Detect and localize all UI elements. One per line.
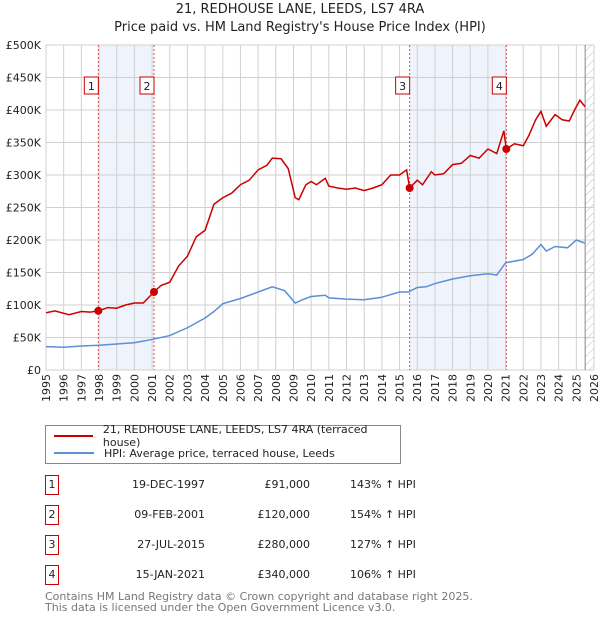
sale-num: 3 — [45, 535, 59, 555]
sale-hpi: 106% ↑ HPI — [350, 568, 416, 581]
sale-date: 15-JAN-2021 — [135, 568, 205, 581]
sale-label: 2 — [144, 80, 151, 93]
x-tick-label: 2008 — [270, 374, 283, 402]
x-tick-label: 2005 — [217, 374, 230, 402]
sale-point — [150, 288, 159, 296]
legend-swatch — [54, 452, 94, 454]
chart-title: 21, REDHOUSE LANE, LEEDS, LS7 4RA — [175, 2, 425, 17]
sale-point — [94, 306, 103, 315]
chart-subtitle: Price paid vs. HM Land Registry's House … — [114, 20, 486, 35]
sale-label-box — [139, 76, 155, 95]
y-tick-label: £150K — [6, 267, 42, 280]
x-tick-label: 1998 — [93, 374, 106, 402]
x-tick-label: 2015 — [394, 374, 407, 402]
x-tick-label: 2010 — [305, 374, 318, 402]
sale-num: 1 — [45, 475, 59, 495]
x-tick-label: 2014 — [376, 374, 389, 402]
x-tick-label: 2025 — [570, 374, 583, 402]
x-tick-label: 2026 — [588, 374, 600, 402]
x-tick-label: 2024 — [553, 374, 566, 402]
x-tick-label: 2011 — [323, 374, 336, 402]
x-tick-label: 2016 — [411, 374, 424, 402]
x-tick-label: 2002 — [164, 374, 177, 402]
legend-swatch — [54, 435, 93, 437]
sale-hpi: 143% ↑ HPI — [350, 478, 416, 491]
sale-price: £91,000 — [264, 478, 311, 491]
x-tick-label: 2006 — [234, 374, 247, 402]
sale-point — [405, 184, 414, 192]
series-line-hpi — [45, 239, 586, 349]
x-tick-label: 2019 — [464, 374, 477, 402]
sale-label: 1 — [88, 80, 95, 93]
sale-point — [502, 145, 511, 153]
x-tick-label: 2004 — [199, 374, 212, 402]
sale-label-box — [491, 76, 507, 95]
x-tick-label: 2020 — [482, 374, 495, 402]
y-tick-label: £0 — [27, 364, 41, 377]
price-chart: 1995 1996 1997 1998 1999 2000 2001 2002 2003 2004… — [6, 39, 600, 402]
sale-num: 4 — [45, 565, 59, 585]
x-tick-label: 2021 — [500, 374, 513, 402]
series-line-property — [45, 98, 586, 316]
x-tick-label: 2003 — [181, 374, 194, 402]
y-tick-label: £350K — [6, 137, 42, 150]
sale-price: £120,000 — [257, 508, 311, 521]
sale-price: £280,000 — [257, 538, 311, 551]
x-tick-label: 1996 — [58, 374, 71, 402]
sale-date: 09-FEB-2001 — [134, 508, 205, 521]
x-tick-label: 2007 — [252, 374, 265, 402]
legend-item-hpi: HPI: Average price, terraced house, Leed… — [54, 445, 335, 461]
x-tick-label: 1995 — [40, 374, 53, 402]
x-tick-label: 2018 — [447, 374, 460, 402]
footer-line1: Contains HM Land Registry data © Crown c… — [45, 590, 473, 603]
y-tick-label: £250K — [6, 202, 42, 215]
x-tick-label: 1999 — [111, 374, 124, 402]
legend: 21, REDHOUSE LANE, LEEDS, LS7 4RA (terra… — [45, 423, 401, 464]
y-tick-label: £400K — [6, 104, 42, 117]
footer-line2: This data is licensed under the Open Gov… — [45, 601, 396, 614]
x-tick-label: 2009 — [287, 374, 300, 402]
x-tick-label: 2023 — [535, 374, 548, 402]
sale-date: 19-DEC-1997 — [131, 478, 205, 491]
sale-label: 4 — [496, 80, 503, 93]
x-tick-label: 2022 — [517, 374, 530, 402]
sale-price: £340,000 — [257, 568, 311, 581]
x-tick-label: 2017 — [429, 374, 442, 402]
y-tick-label: £50K — [13, 332, 42, 345]
legend-item-property: 21, REDHOUSE LANE, LEEDS, LS7 4RA (terra… — [54, 423, 400, 449]
y-tick-label: £500K — [6, 39, 42, 52]
y-tick-label: £100K — [6, 299, 42, 312]
sale-hpi: 127% ↑ HPI — [350, 538, 416, 551]
sale-date: 27-JUL-2015 — [137, 538, 205, 551]
y-tick-label: £450K — [6, 72, 42, 85]
legend-label: 21, REDHOUSE LANE, LEEDS, LS7 4RA (terra… — [102, 423, 368, 449]
y-tick-label: £300K — [6, 169, 42, 182]
x-tick-label: 2000 — [128, 374, 141, 402]
y-tick-label: £200K — [6, 234, 42, 247]
sale-num: 2 — [45, 505, 59, 525]
sale-hpi: 154% ↑ HPI — [350, 508, 416, 521]
x-tick-label: 2013 — [358, 374, 371, 402]
x-tick-label: 2012 — [341, 374, 354, 402]
sale-label-box — [83, 76, 99, 95]
legend-label: HPI: Average price, terraced house, Leed… — [104, 446, 335, 460]
x-tick-label: 1997 — [75, 374, 88, 402]
sale-label-box — [395, 76, 411, 95]
x-tick-label: 2001 — [146, 374, 159, 402]
sale-label: 3 — [399, 80, 406, 93]
